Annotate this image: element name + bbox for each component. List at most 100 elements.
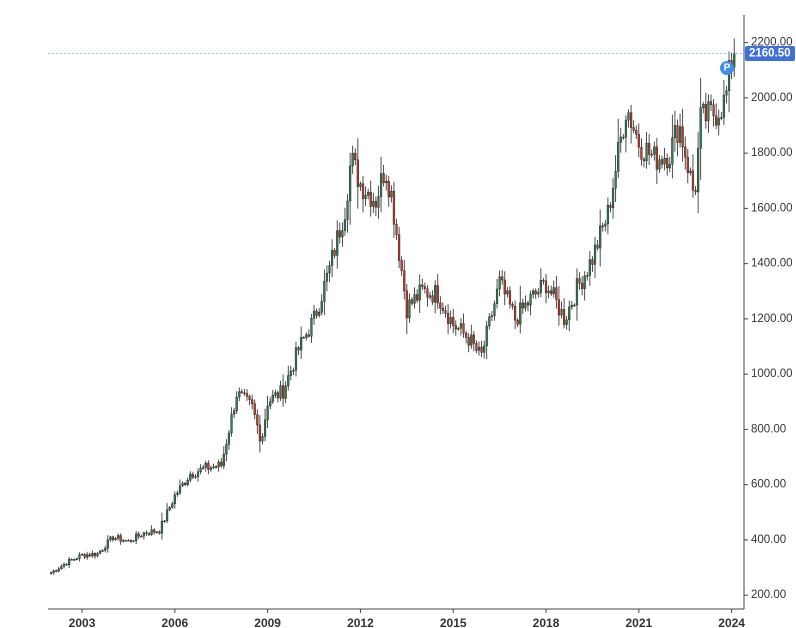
candle-body bbox=[124, 540, 127, 542]
candle bbox=[70, 558, 73, 561]
candle bbox=[418, 274, 421, 314]
x-tick-label: 2003 bbox=[69, 616, 96, 628]
candle-body bbox=[323, 281, 326, 302]
candle-body bbox=[235, 396, 238, 412]
candle bbox=[506, 286, 509, 298]
candle bbox=[86, 551, 89, 560]
candle bbox=[294, 341, 298, 377]
candle bbox=[68, 557, 71, 568]
candle-body bbox=[552, 287, 555, 294]
candle bbox=[137, 531, 140, 540]
candle-body bbox=[490, 315, 493, 318]
candle-body bbox=[691, 170, 695, 191]
candle bbox=[330, 239, 334, 278]
candle bbox=[302, 336, 305, 339]
candle bbox=[537, 288, 540, 298]
candle-body bbox=[635, 129, 638, 135]
candle bbox=[83, 553, 86, 560]
candle bbox=[390, 185, 393, 203]
candle bbox=[173, 491, 176, 509]
candle-body bbox=[292, 369, 295, 372]
candle-body bbox=[629, 112, 633, 128]
candle-body bbox=[544, 280, 548, 294]
candle-body bbox=[475, 343, 478, 351]
candle bbox=[653, 141, 656, 161]
candle bbox=[416, 289, 419, 303]
candle-body bbox=[266, 405, 269, 421]
candle bbox=[699, 77, 702, 180]
candle bbox=[532, 288, 535, 299]
candle bbox=[539, 268, 542, 298]
candle-body bbox=[431, 295, 434, 303]
candle bbox=[712, 99, 715, 127]
candle-body bbox=[75, 558, 78, 561]
candle-body bbox=[374, 201, 377, 208]
candle bbox=[498, 270, 501, 297]
candle bbox=[186, 477, 189, 487]
candle bbox=[122, 538, 125, 543]
candle bbox=[606, 197, 609, 235]
candle-body bbox=[637, 134, 640, 148]
candle-body bbox=[356, 159, 359, 187]
last-price-label: 2160.50 bbox=[749, 48, 791, 60]
candle bbox=[431, 290, 434, 305]
candle bbox=[400, 256, 403, 276]
candle bbox=[480, 340, 483, 357]
candle-body bbox=[699, 107, 702, 149]
marker-circle[interactable] bbox=[719, 61, 734, 76]
candle-body bbox=[488, 316, 491, 327]
candle bbox=[385, 174, 388, 191]
candle-body bbox=[289, 370, 292, 376]
candle bbox=[627, 109, 630, 128]
candle-body bbox=[532, 290, 535, 295]
candle-body bbox=[676, 125, 679, 143]
candle bbox=[575, 268, 579, 321]
candle bbox=[284, 381, 287, 404]
candle bbox=[562, 298, 566, 329]
candle bbox=[106, 535, 109, 553]
candle bbox=[171, 501, 174, 509]
candle bbox=[104, 545, 107, 553]
candle bbox=[140, 534, 143, 538]
candle-body bbox=[281, 385, 285, 399]
candle-body bbox=[65, 564, 68, 566]
candle-body bbox=[462, 323, 465, 334]
candle bbox=[181, 481, 184, 488]
candle-body bbox=[212, 466, 215, 469]
candle bbox=[645, 132, 648, 169]
candle bbox=[542, 277, 545, 285]
candle bbox=[142, 531, 145, 540]
candle bbox=[207, 460, 210, 475]
candle-body bbox=[230, 413, 233, 434]
candle bbox=[240, 388, 243, 394]
x-tick-label: 2018 bbox=[533, 616, 560, 628]
candle-body bbox=[227, 432, 231, 445]
candle-body bbox=[452, 317, 455, 326]
candle bbox=[660, 155, 664, 169]
candle bbox=[111, 535, 115, 542]
candle-body bbox=[186, 479, 189, 485]
candle-body bbox=[294, 347, 298, 371]
candle bbox=[702, 101, 705, 114]
candle-body bbox=[88, 554, 91, 557]
candle bbox=[135, 531, 138, 545]
candle-body bbox=[400, 260, 403, 271]
candle bbox=[684, 136, 687, 170]
candle-body bbox=[480, 346, 483, 353]
candle bbox=[619, 127, 622, 153]
candle-body bbox=[55, 570, 58, 572]
price-marker[interactable]: P bbox=[719, 61, 734, 76]
candle bbox=[704, 92, 707, 129]
candle-body bbox=[702, 104, 705, 108]
candle bbox=[493, 300, 496, 321]
candle bbox=[681, 108, 684, 162]
x-tick-label: 2012 bbox=[347, 616, 374, 628]
candle bbox=[220, 458, 223, 468]
candle-body bbox=[593, 244, 597, 265]
candle bbox=[155, 531, 158, 534]
candle bbox=[658, 155, 661, 173]
candle-body bbox=[596, 244, 599, 249]
candle bbox=[227, 429, 231, 450]
candle bbox=[336, 220, 339, 269]
candle-body bbox=[498, 276, 501, 290]
